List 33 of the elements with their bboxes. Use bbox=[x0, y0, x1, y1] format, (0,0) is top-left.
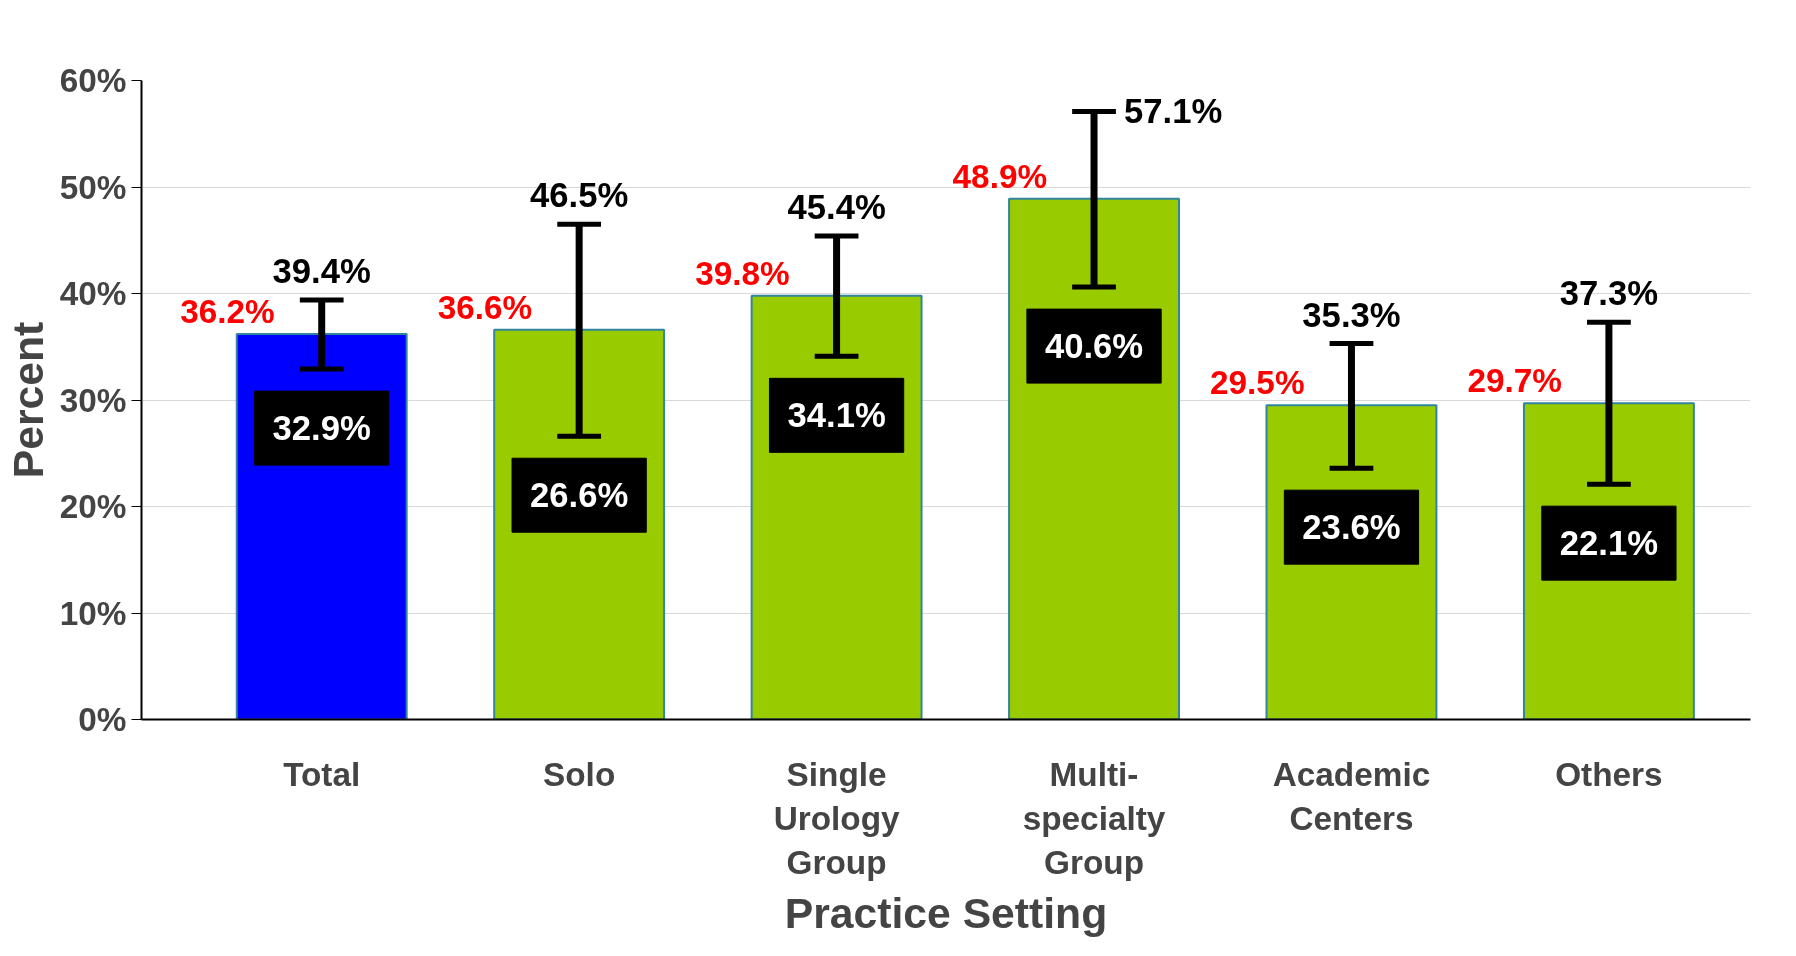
x-tick-label: Solo bbox=[543, 755, 616, 793]
y-tick-label: 30% bbox=[59, 381, 127, 419]
data-label: 29.7% bbox=[1467, 362, 1562, 400]
x-tick-label: Academic Centers bbox=[1272, 755, 1431, 837]
data-label: 36.6% bbox=[437, 288, 533, 326]
y-tick-label: 60% bbox=[59, 62, 127, 99]
data-label: 48.9% bbox=[952, 157, 1048, 195]
y-axis-title: Percent bbox=[3, 321, 52, 479]
x-axis-title: Practice Setting bbox=[784, 889, 1108, 938]
data-label: 29.5% bbox=[1210, 364, 1305, 402]
x-tick-label: Multi- specialty Group bbox=[1022, 755, 1166, 882]
y-tick-label: 20% bbox=[59, 488, 127, 525]
annotation: 23.6% bbox=[1302, 508, 1401, 547]
x-tick-label: Single Urology Group bbox=[773, 755, 901, 882]
x-tick-label: Others bbox=[1555, 755, 1663, 793]
y-tick-label: 10% bbox=[59, 594, 127, 632]
annotation: 34.1% bbox=[787, 396, 886, 435]
annotation: 22.1% bbox=[1559, 524, 1659, 563]
annotation: 35.3% bbox=[1302, 295, 1401, 334]
annotation: 57.1% bbox=[1124, 92, 1223, 131]
annotation: 32.9% bbox=[272, 409, 371, 448]
annotation: 46.5% bbox=[530, 176, 629, 215]
y-tick-label: 0% bbox=[78, 701, 127, 738]
data-label: 39.8% bbox=[695, 254, 790, 292]
data-label: 36.2% bbox=[180, 292, 275, 330]
x-tick-label: Total bbox=[283, 755, 361, 793]
y-tick-label: 50% bbox=[59, 168, 127, 206]
annotation: 45.4% bbox=[787, 187, 886, 226]
annotation: 37.3% bbox=[1559, 274, 1659, 313]
annotation: 40.6% bbox=[1044, 327, 1144, 366]
annotation: 26.6% bbox=[530, 476, 629, 515]
y-tick-label: 40% bbox=[59, 275, 127, 312]
annotation: 39.4% bbox=[272, 251, 371, 290]
